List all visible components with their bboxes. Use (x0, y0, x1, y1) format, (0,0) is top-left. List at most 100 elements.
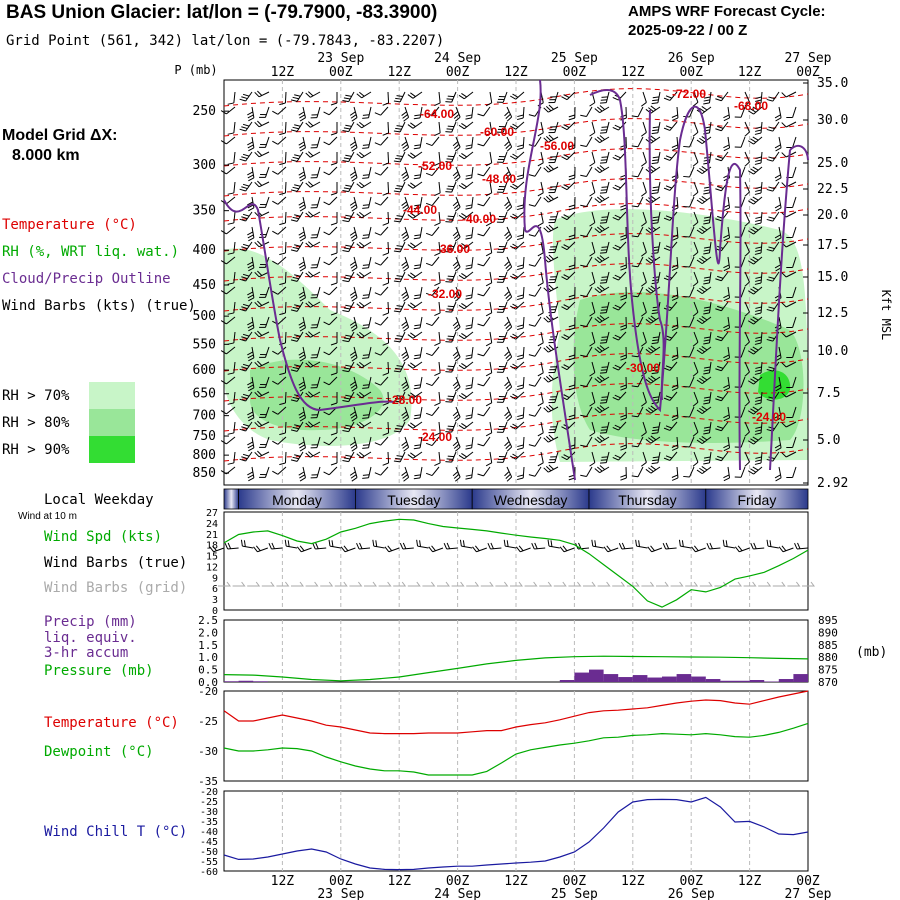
wind-barb-staff (591, 451, 596, 463)
wind-barb-flag (650, 345, 657, 351)
wind-barb-staff (368, 256, 372, 268)
wind-barb-flag (645, 468, 652, 474)
wind-barb-staff (767, 545, 779, 549)
cross-section-wind-barb (599, 271, 610, 284)
wind-barb-staff (412, 451, 423, 459)
wind-barb-flag (241, 306, 248, 310)
wind-barb-flag (345, 94, 352, 97)
wind-barb-staff (412, 211, 423, 219)
cross-section-wind-barb (272, 256, 287, 265)
wind-barb-staff (744, 91, 750, 103)
wind-barb-flag (671, 147, 679, 151)
cross-section-wind-barb (612, 181, 627, 191)
wind-barb-flag (330, 282, 338, 286)
cross-section-wind-barb (374, 226, 389, 236)
wind-barb-flag (414, 144, 421, 147)
wind-barb-flag (597, 346, 603, 352)
wind-barb-flag (755, 249, 762, 252)
wind-barb-flag (614, 184, 621, 189)
wind-barb-staff (740, 346, 746, 358)
cross-section-wind-barb (692, 421, 699, 437)
cross-section-wind-barb (407, 391, 423, 399)
wind-barb-flag (506, 176, 512, 182)
wind-barb-flag (407, 124, 414, 129)
cross-section-wind-barb (561, 121, 576, 131)
cross-section-wind-barb (452, 256, 461, 272)
wind-barb-flag (308, 241, 314, 247)
cross-section-wind-barb (620, 466, 627, 481)
wind-barb-flag (699, 257, 705, 263)
wind-barb-flag (419, 540, 422, 547)
cross-section-wind-barb (272, 286, 287, 295)
wind-barb-flag (477, 113, 484, 117)
wind-barb-flag (395, 157, 402, 160)
cross-section-wind-barb (516, 346, 525, 361)
wind-barb-flag (744, 221, 750, 227)
wind-barb-staff (316, 166, 321, 178)
wind-barb-flag (597, 286, 603, 292)
cross-section-wind-barb (631, 286, 644, 298)
wind-barb-flag (465, 327, 472, 330)
wind-barb-flag (310, 477, 317, 479)
cross-section-wind-barb (504, 466, 513, 482)
cross-section-wind-barb (561, 361, 576, 371)
wind-barb-flag (345, 244, 352, 247)
cross-section-wind-barb (715, 91, 729, 102)
wind-barb-staff (744, 391, 750, 403)
wind-barb-flag (227, 102, 234, 105)
cross-section-wind-barb (407, 301, 423, 309)
wind-barb-flag (641, 102, 647, 107)
wind-barb-staff (778, 226, 782, 238)
wind-barb-flag (242, 393, 250, 397)
wind-barb-flag (396, 275, 403, 277)
cross-section-wind-barb (227, 451, 236, 465)
cross-section-wind-barb (774, 166, 782, 182)
surface-wind-barb (340, 545, 356, 553)
wind-barb-flag (652, 336, 660, 339)
wind-barb-flag (259, 386, 266, 388)
wind-barb-flag (614, 274, 621, 279)
wind-barb-staff (471, 316, 474, 328)
wind-barb-staff (724, 545, 736, 549)
wind-barb-flag (723, 384, 730, 389)
wind-barb-flag (362, 417, 369, 419)
wind-barb-flag (683, 325, 690, 328)
wind-barb-flag (294, 454, 301, 457)
wind-barb-flag (509, 305, 516, 310)
wind-barb-staff (727, 256, 731, 268)
time-tick-top: 12Z (738, 65, 762, 80)
wind-barb-staff (368, 166, 372, 178)
cross-section-wind-barb (247, 406, 255, 422)
wind-barb-flag (580, 204, 587, 208)
cross-section-wind-barb (516, 316, 525, 331)
wind-barb-staff (310, 181, 321, 188)
precip-bar (618, 677, 633, 682)
cross-section-wind-barb (227, 91, 236, 105)
wind-barb-flag (496, 371, 504, 373)
cross-section-wind-barb (747, 376, 763, 385)
wind-barb-staff (520, 547, 531, 553)
wind-barb-staff (540, 301, 544, 313)
wind-barb-flag (568, 357, 575, 361)
cross-section-wind-barb (774, 136, 782, 152)
wind-barb-flag (723, 207, 730, 212)
cross-section-wind-barb (683, 166, 695, 178)
cross-section-wind-barb (465, 316, 474, 330)
cross-section-wind-barb (349, 376, 358, 392)
cross-section-wind-barb (477, 316, 491, 327)
cross-section-wind-barb (580, 376, 593, 388)
cross-section-wind-barb (774, 466, 782, 482)
wind-barb-flag (568, 204, 576, 208)
wind-barb-flag (597, 106, 603, 112)
dewpoint-legend-label: Dewpoint (°C) (44, 744, 154, 760)
wind-barb-staff (368, 226, 372, 238)
wind-barb-flag (768, 156, 775, 160)
temperature-contour-label: -24.00 (752, 410, 786, 424)
wind-barb-staff (515, 271, 525, 280)
wind-barb-flag (503, 539, 506, 547)
wind-barb-flag (416, 539, 419, 547)
wind-barb-flag (645, 348, 652, 354)
isotherm-line (223, 178, 809, 197)
cross-section-wind-barb (599, 151, 610, 164)
wind-barb-flag (220, 260, 227, 265)
